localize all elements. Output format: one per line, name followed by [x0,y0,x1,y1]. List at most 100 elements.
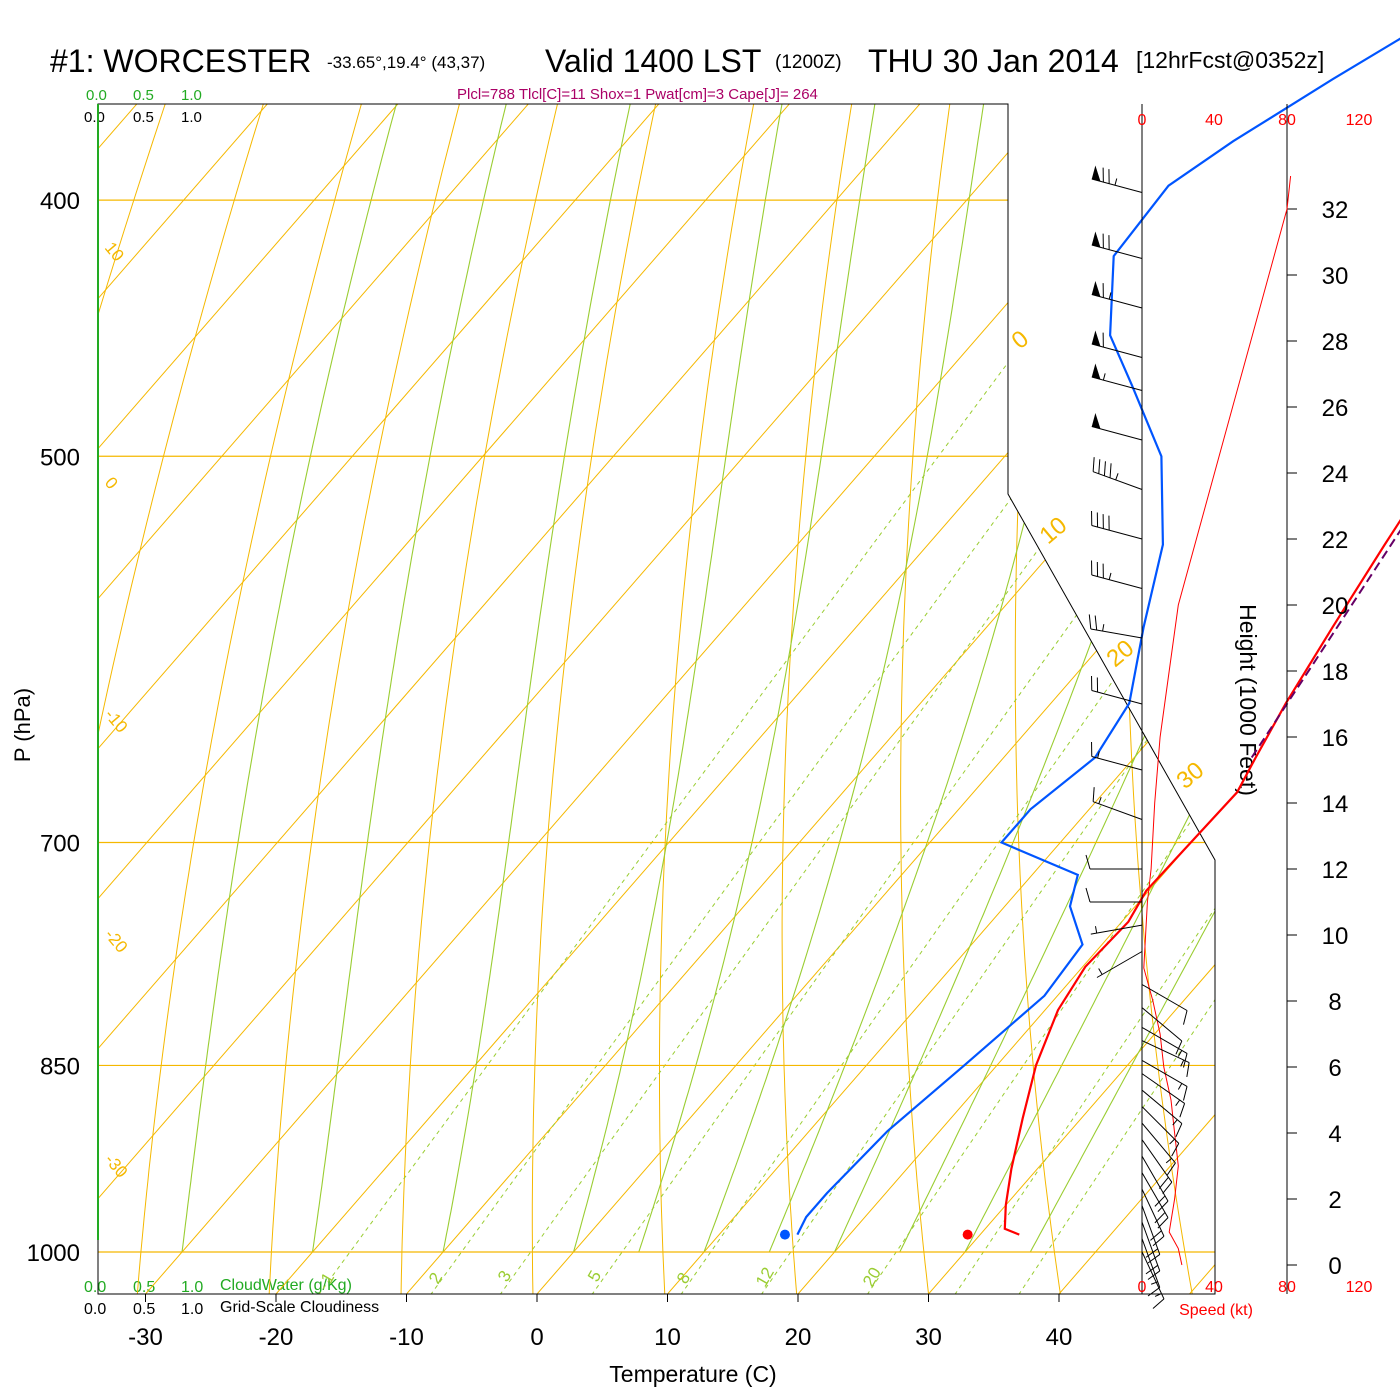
barb-feather [1094,615,1098,631]
dry-adiabat-line [781,104,853,1294]
mixing-ratio-line [591,421,1215,1294]
barb-staff [1091,426,1143,441]
moist-adiabat-line [442,104,631,1253]
plot-frame [97,103,1216,1295]
isotherm-line [536,513,1215,1294]
wind-barb [1091,363,1143,391]
barb-staff [1141,1040,1190,1064]
isotherm-line [98,104,529,600]
dry-adiabat-line [98,104,166,317]
barb-feather [1183,1010,1188,1025]
barb-half-feather [1165,1157,1172,1164]
wind-barb [1096,951,1143,978]
wind-barb [1085,887,1142,903]
barb-half-feather [1098,968,1103,975]
plot-border [97,103,1216,1295]
wind-barb [1141,1073,1186,1118]
barb-staff [1141,1205,1161,1255]
wind-barb [1141,1059,1188,1101]
barb-staff [1141,1188,1165,1237]
wind-barb [1141,1155,1169,1212]
barb-staff [1091,244,1143,259]
isotherm-line [0,0,41,1361]
temperature-tick-label: 40 [1046,1324,1073,1351]
x-axis-title: Temperature (C) [609,1361,776,1387]
height-tick-label: 18 [1322,659,1349,686]
temperature-tick-label: 30 [915,1324,942,1351]
moist-adiabat-line [1029,909,1215,1253]
temperature-tick-label: -20 [259,1324,294,1351]
wind-barb [1091,675,1143,705]
barb-staff [1090,924,1143,935]
pressure-tick-label: 700 [40,831,80,858]
barb-half-feather [1175,1099,1181,1107]
wind-barb [1092,787,1143,820]
pressure-tick-label: 400 [40,188,80,215]
height-tick-label: 20 [1322,593,1349,620]
height-tick-label: 26 [1322,395,1349,422]
barb-pennant [1091,165,1101,182]
moist-adiabat-line [834,252,1215,1253]
moist-adiabat-line [703,104,985,1253]
cloudiness-top-1: 0.5 [133,109,154,126]
height-tick-label: 32 [1322,197,1349,224]
height-axis-title: Height (1000 Feet) [1235,604,1261,796]
height-tick-label: 2 [1328,1187,1341,1214]
wind-barb [1091,330,1143,358]
speed-top-3: 120 [1346,112,1373,129]
barb-staff [1141,1073,1185,1104]
barb-feather [1085,854,1091,870]
barb-half-feather [1177,1083,1183,1090]
barb-staff [1141,1007,1183,1042]
barb-staff [1091,574,1143,589]
wind-barb [1141,1122,1176,1176]
barb-half-feather [1098,797,1102,804]
isotherm-line [98,104,399,450]
wind-barb [1090,924,1143,935]
moist-adiabat-line [311,104,507,1253]
barb-staff [1091,343,1143,358]
barb-feather [1157,1200,1169,1212]
barb-staff [1141,1106,1180,1144]
forecast-info: [12hrFcst@0352z] [1136,47,1324,73]
isotherm-line [98,104,921,1050]
barb-feather [1179,1103,1186,1118]
barb-half-feather [1108,572,1112,580]
wind-barb [1141,1251,1165,1309]
dry-adiabat-line [400,104,558,1294]
valid-date: THU 30 Jan 2014 [868,43,1119,79]
barb-staff [1096,951,1143,978]
wind-barb [1091,231,1143,259]
cloudwater-bottom-2: 1.0 [181,1279,203,1296]
cloudiness-top-scale: 0.0 0.5 1.0 [84,109,202,126]
cloudiness-bottom-1: 0.5 [133,1301,155,1318]
barb-feather [1152,1235,1165,1247]
barb-staff [1141,1238,1161,1288]
barb-feather [1085,887,1091,903]
barb-staff [1090,628,1143,639]
barb-half-feather [1169,1138,1175,1145]
barb-staff [1141,984,1188,1011]
surface-temperature-marker [962,1229,973,1240]
mixing-ratio-label: 3 [494,1267,515,1285]
height-tick-label: 8 [1328,989,1341,1016]
barb-feather [1103,461,1106,476]
pressure-tick-label: 850 [40,1053,80,1080]
barb-staff [1141,1155,1169,1202]
cloudiness-top-2: 1.0 [181,109,202,126]
mixing-ratio-label: 12 [752,1264,778,1290]
cloudwater-top-0: 0.0 [86,87,107,104]
barb-staff [1141,1251,1165,1300]
barb-feather [1166,1162,1176,1176]
wind-barb [1088,614,1143,639]
isotherm-line [98,104,1051,1200]
height-tick-label: 30 [1322,263,1349,290]
wind-barb [1141,984,1188,1025]
barb-feather [1092,457,1095,472]
moist-adiabat-line [638,104,876,1253]
temperature-tick-label: 10 [654,1324,681,1351]
barb-feather [1088,614,1092,630]
isotherm-line [98,104,268,300]
barb-feather [1186,1062,1190,1078]
isotherm-line [144,104,1182,1294]
